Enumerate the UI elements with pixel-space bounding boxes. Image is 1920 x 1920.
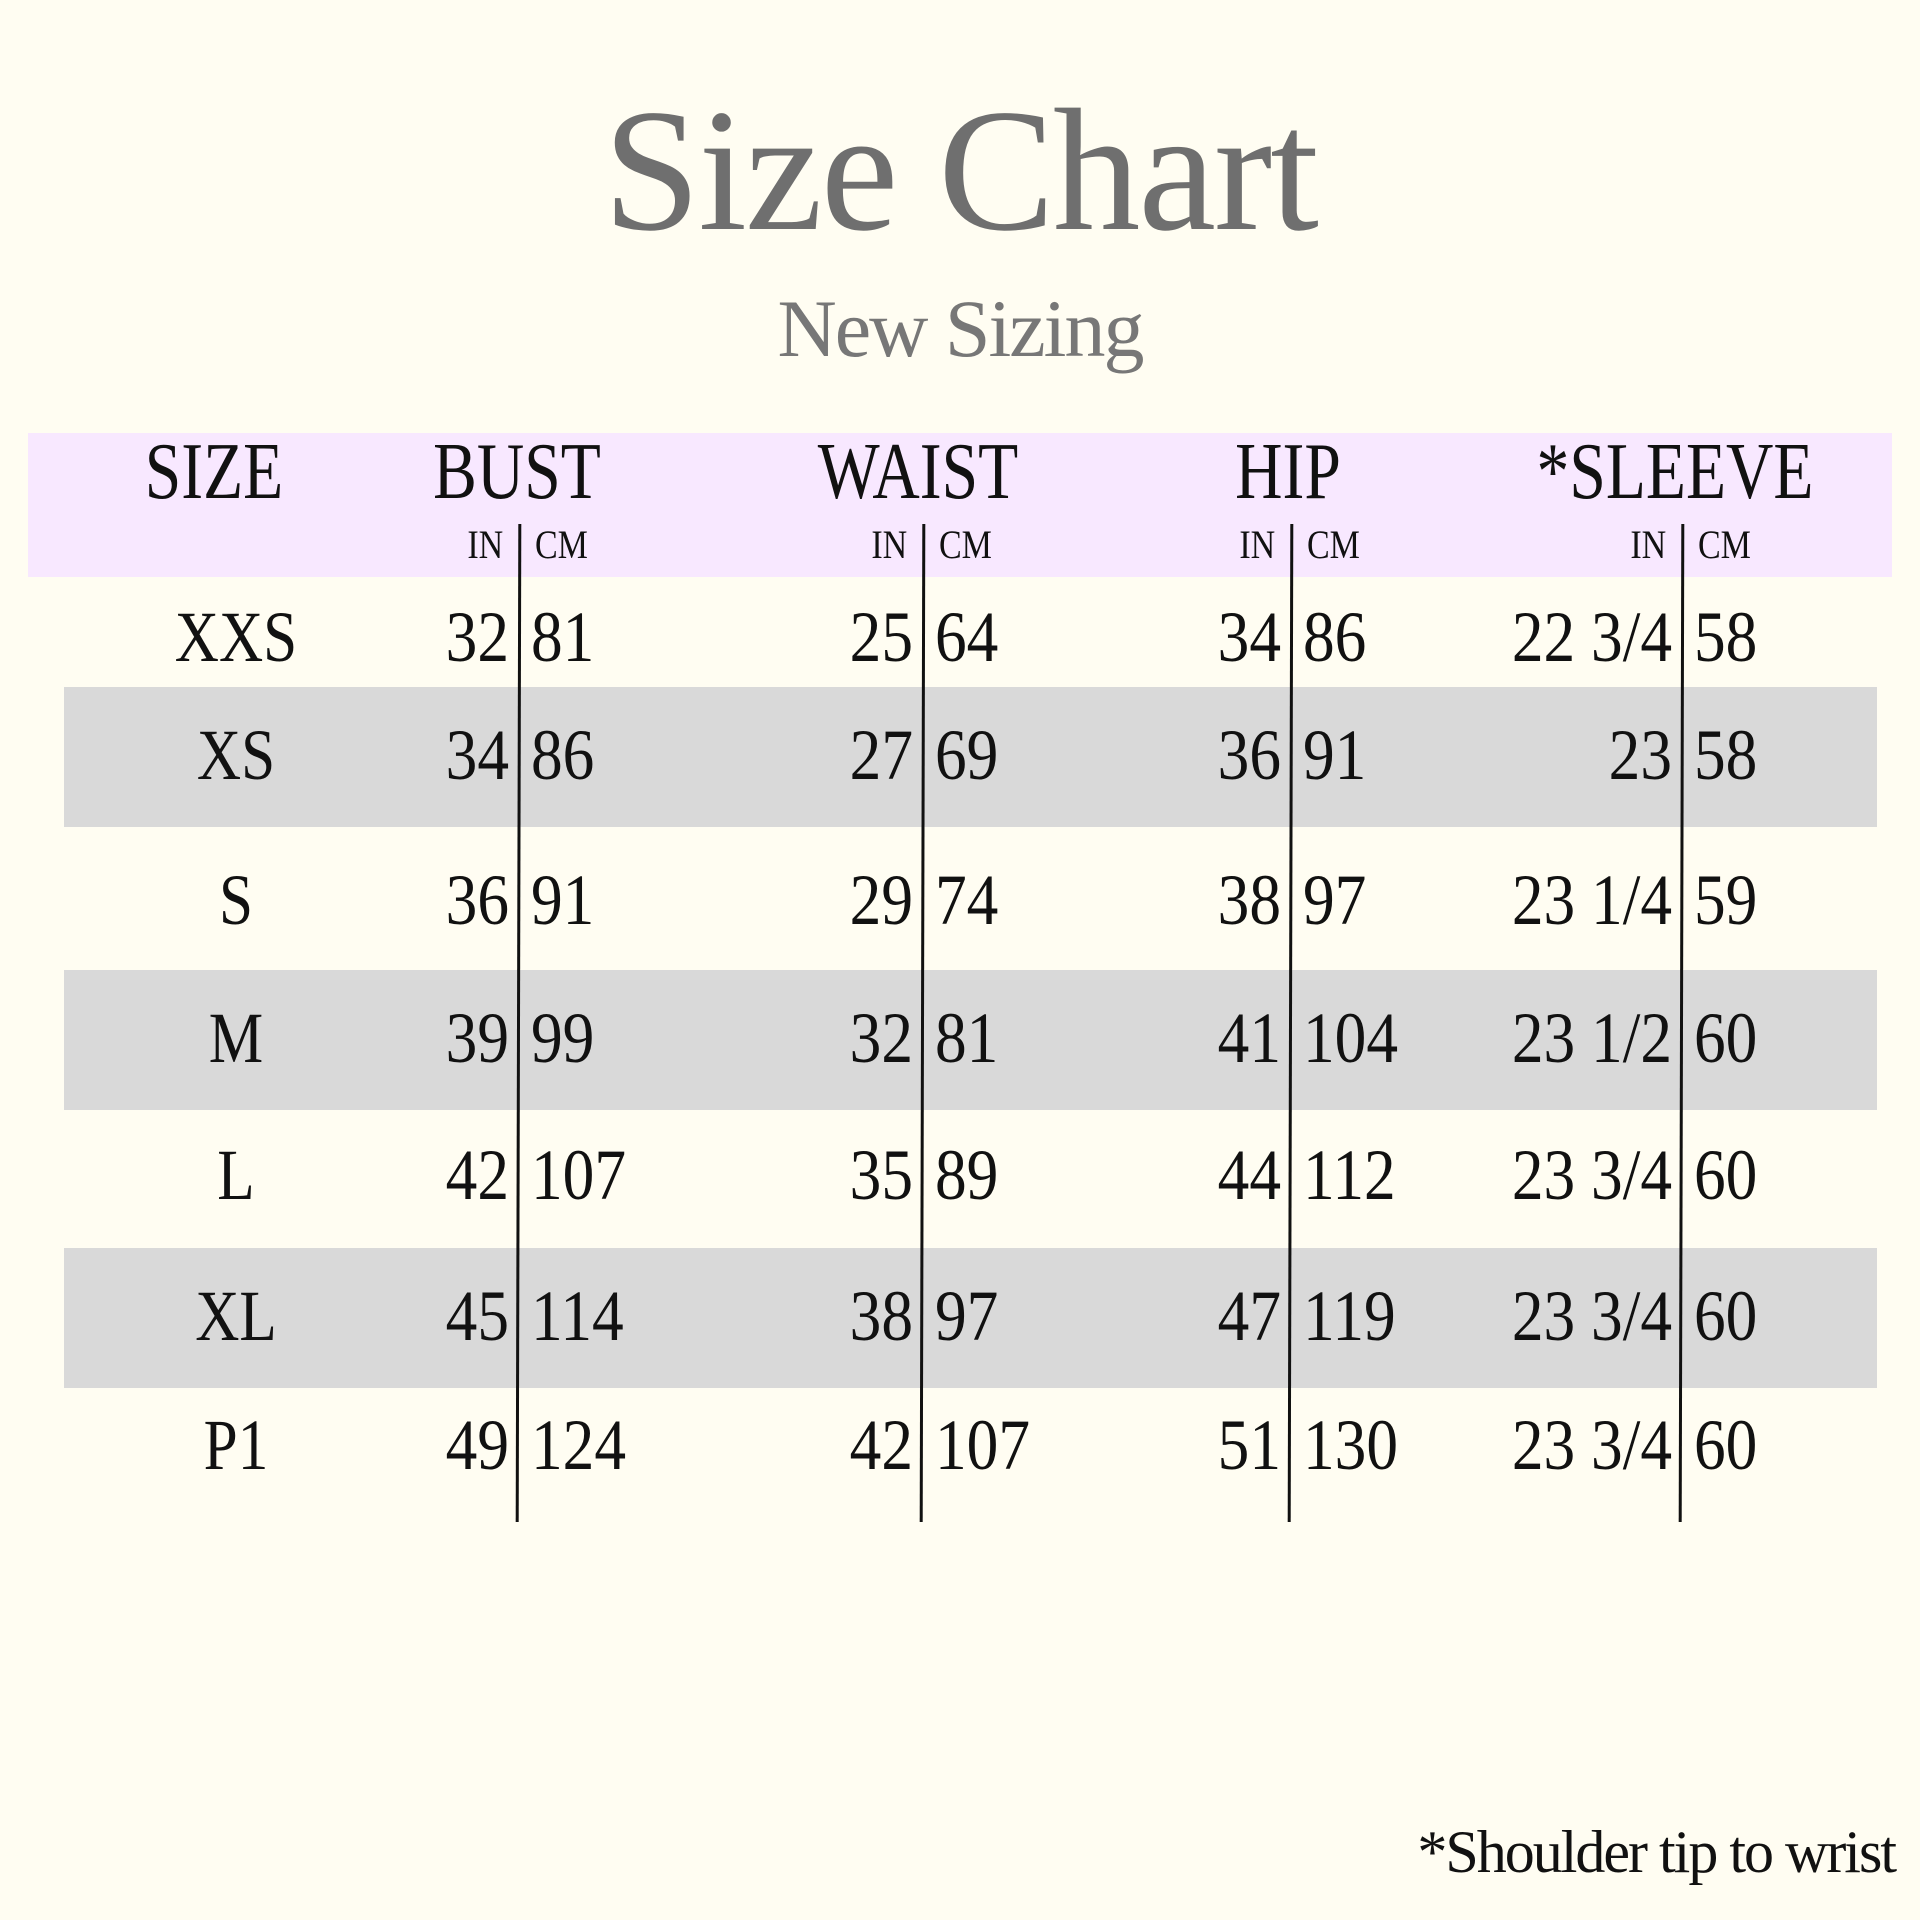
value-cm: 64 — [935, 597, 999, 677]
value-in: 23 1/2 — [1511, 998, 1672, 1078]
value-cm: 69 — [935, 715, 999, 795]
value-in: 35 — [849, 1135, 913, 1215]
value-cm: 86 — [531, 715, 595, 795]
value-cm: 59 — [1694, 860, 1758, 940]
value-cm: 107 — [935, 1405, 1031, 1485]
value-cm: 81 — [531, 597, 595, 677]
footnote: *Shoulder tip to wrist — [1417, 1819, 1897, 1885]
value-cm: 114 — [531, 1276, 624, 1356]
unit-cm: CM — [1307, 522, 1360, 567]
value-in: 34 — [1217, 597, 1281, 677]
value-in: 39 — [445, 998, 509, 1078]
unit-cm: CM — [1698, 522, 1751, 567]
unit-in: IN — [467, 522, 503, 567]
page-title: Size Chart — [603, 73, 1319, 267]
header-size: SIZE — [144, 428, 284, 516]
value-in: 44 — [1217, 1135, 1281, 1215]
header-hip: HIP — [1235, 428, 1341, 516]
size-label: XL — [195, 1276, 277, 1356]
size-label: XS — [196, 715, 276, 795]
value-cm: 130 — [1303, 1405, 1399, 1485]
unit-cm: CM — [939, 522, 992, 567]
value-cm: 104 — [1303, 998, 1399, 1078]
value-cm: 124 — [531, 1405, 627, 1485]
size-label: S — [218, 860, 254, 940]
value-cm: 81 — [935, 998, 999, 1078]
value-in: 29 — [849, 860, 913, 940]
value-in: 36 — [445, 860, 509, 940]
value-cm: 107 — [531, 1135, 627, 1215]
value-cm: 97 — [1303, 860, 1367, 940]
value-in: 42 — [849, 1405, 913, 1485]
size-label: XXS — [174, 597, 298, 677]
value-cm: 91 — [1303, 715, 1367, 795]
unit-in: IN — [1239, 522, 1275, 567]
header-waist: WAIST — [817, 428, 1019, 516]
value-in: 38 — [1217, 860, 1281, 940]
value-in: 42 — [445, 1135, 509, 1215]
size-label: L — [217, 1135, 255, 1215]
value-cm: 60 — [1694, 1276, 1758, 1356]
value-cm: 74 — [935, 860, 999, 940]
value-cm: 86 — [1303, 597, 1367, 677]
value-in: 32 — [849, 998, 913, 1078]
size-label: M — [208, 998, 264, 1078]
value-in: 45 — [445, 1276, 509, 1356]
value-in: 23 1/4 — [1511, 860, 1672, 940]
value-cm: 60 — [1694, 1135, 1758, 1215]
row-stripe — [64, 687, 1877, 827]
unit-in: IN — [1630, 522, 1666, 567]
value-cm: 99 — [531, 998, 595, 1078]
value-in: 32 — [445, 597, 509, 677]
value-in: 23 — [1608, 715, 1672, 795]
value-cm: 89 — [935, 1135, 999, 1215]
value-in: 51 — [1217, 1405, 1281, 1485]
value-cm: 97 — [935, 1276, 999, 1356]
value-cm: 112 — [1303, 1135, 1396, 1215]
value-in: 34 — [445, 715, 509, 795]
value-in: 27 — [849, 715, 913, 795]
value-in: 23 3/4 — [1511, 1135, 1672, 1215]
value-cm: 58 — [1694, 715, 1758, 795]
value-cm: 60 — [1694, 1405, 1758, 1485]
header-band — [28, 433, 1892, 577]
value-in: 38 — [849, 1276, 913, 1356]
header-sleeve: *SLEEVE — [1536, 428, 1814, 516]
size-label: P1 — [203, 1405, 269, 1485]
value-cm: 119 — [1303, 1276, 1396, 1356]
value-in: 47 — [1217, 1276, 1281, 1356]
page-subtitle: New Sizing — [777, 283, 1145, 374]
value-in: 22 3/4 — [1511, 597, 1672, 677]
unit-cm: CM — [535, 522, 588, 567]
row-stripe — [64, 1248, 1877, 1388]
value-in: 23 3/4 — [1511, 1405, 1672, 1485]
row-stripe — [64, 970, 1877, 1110]
unit-in: IN — [871, 522, 907, 567]
value-in: 36 — [1217, 715, 1281, 795]
value-in: 25 — [849, 597, 913, 677]
value-in: 23 3/4 — [1511, 1276, 1672, 1356]
value-cm: 60 — [1694, 998, 1758, 1078]
value-cm: 58 — [1694, 597, 1758, 677]
value-in: 49 — [445, 1405, 509, 1485]
value-cm: 91 — [531, 860, 595, 940]
header-bust: BUST — [433, 428, 601, 516]
value-in: 41 — [1217, 998, 1281, 1078]
